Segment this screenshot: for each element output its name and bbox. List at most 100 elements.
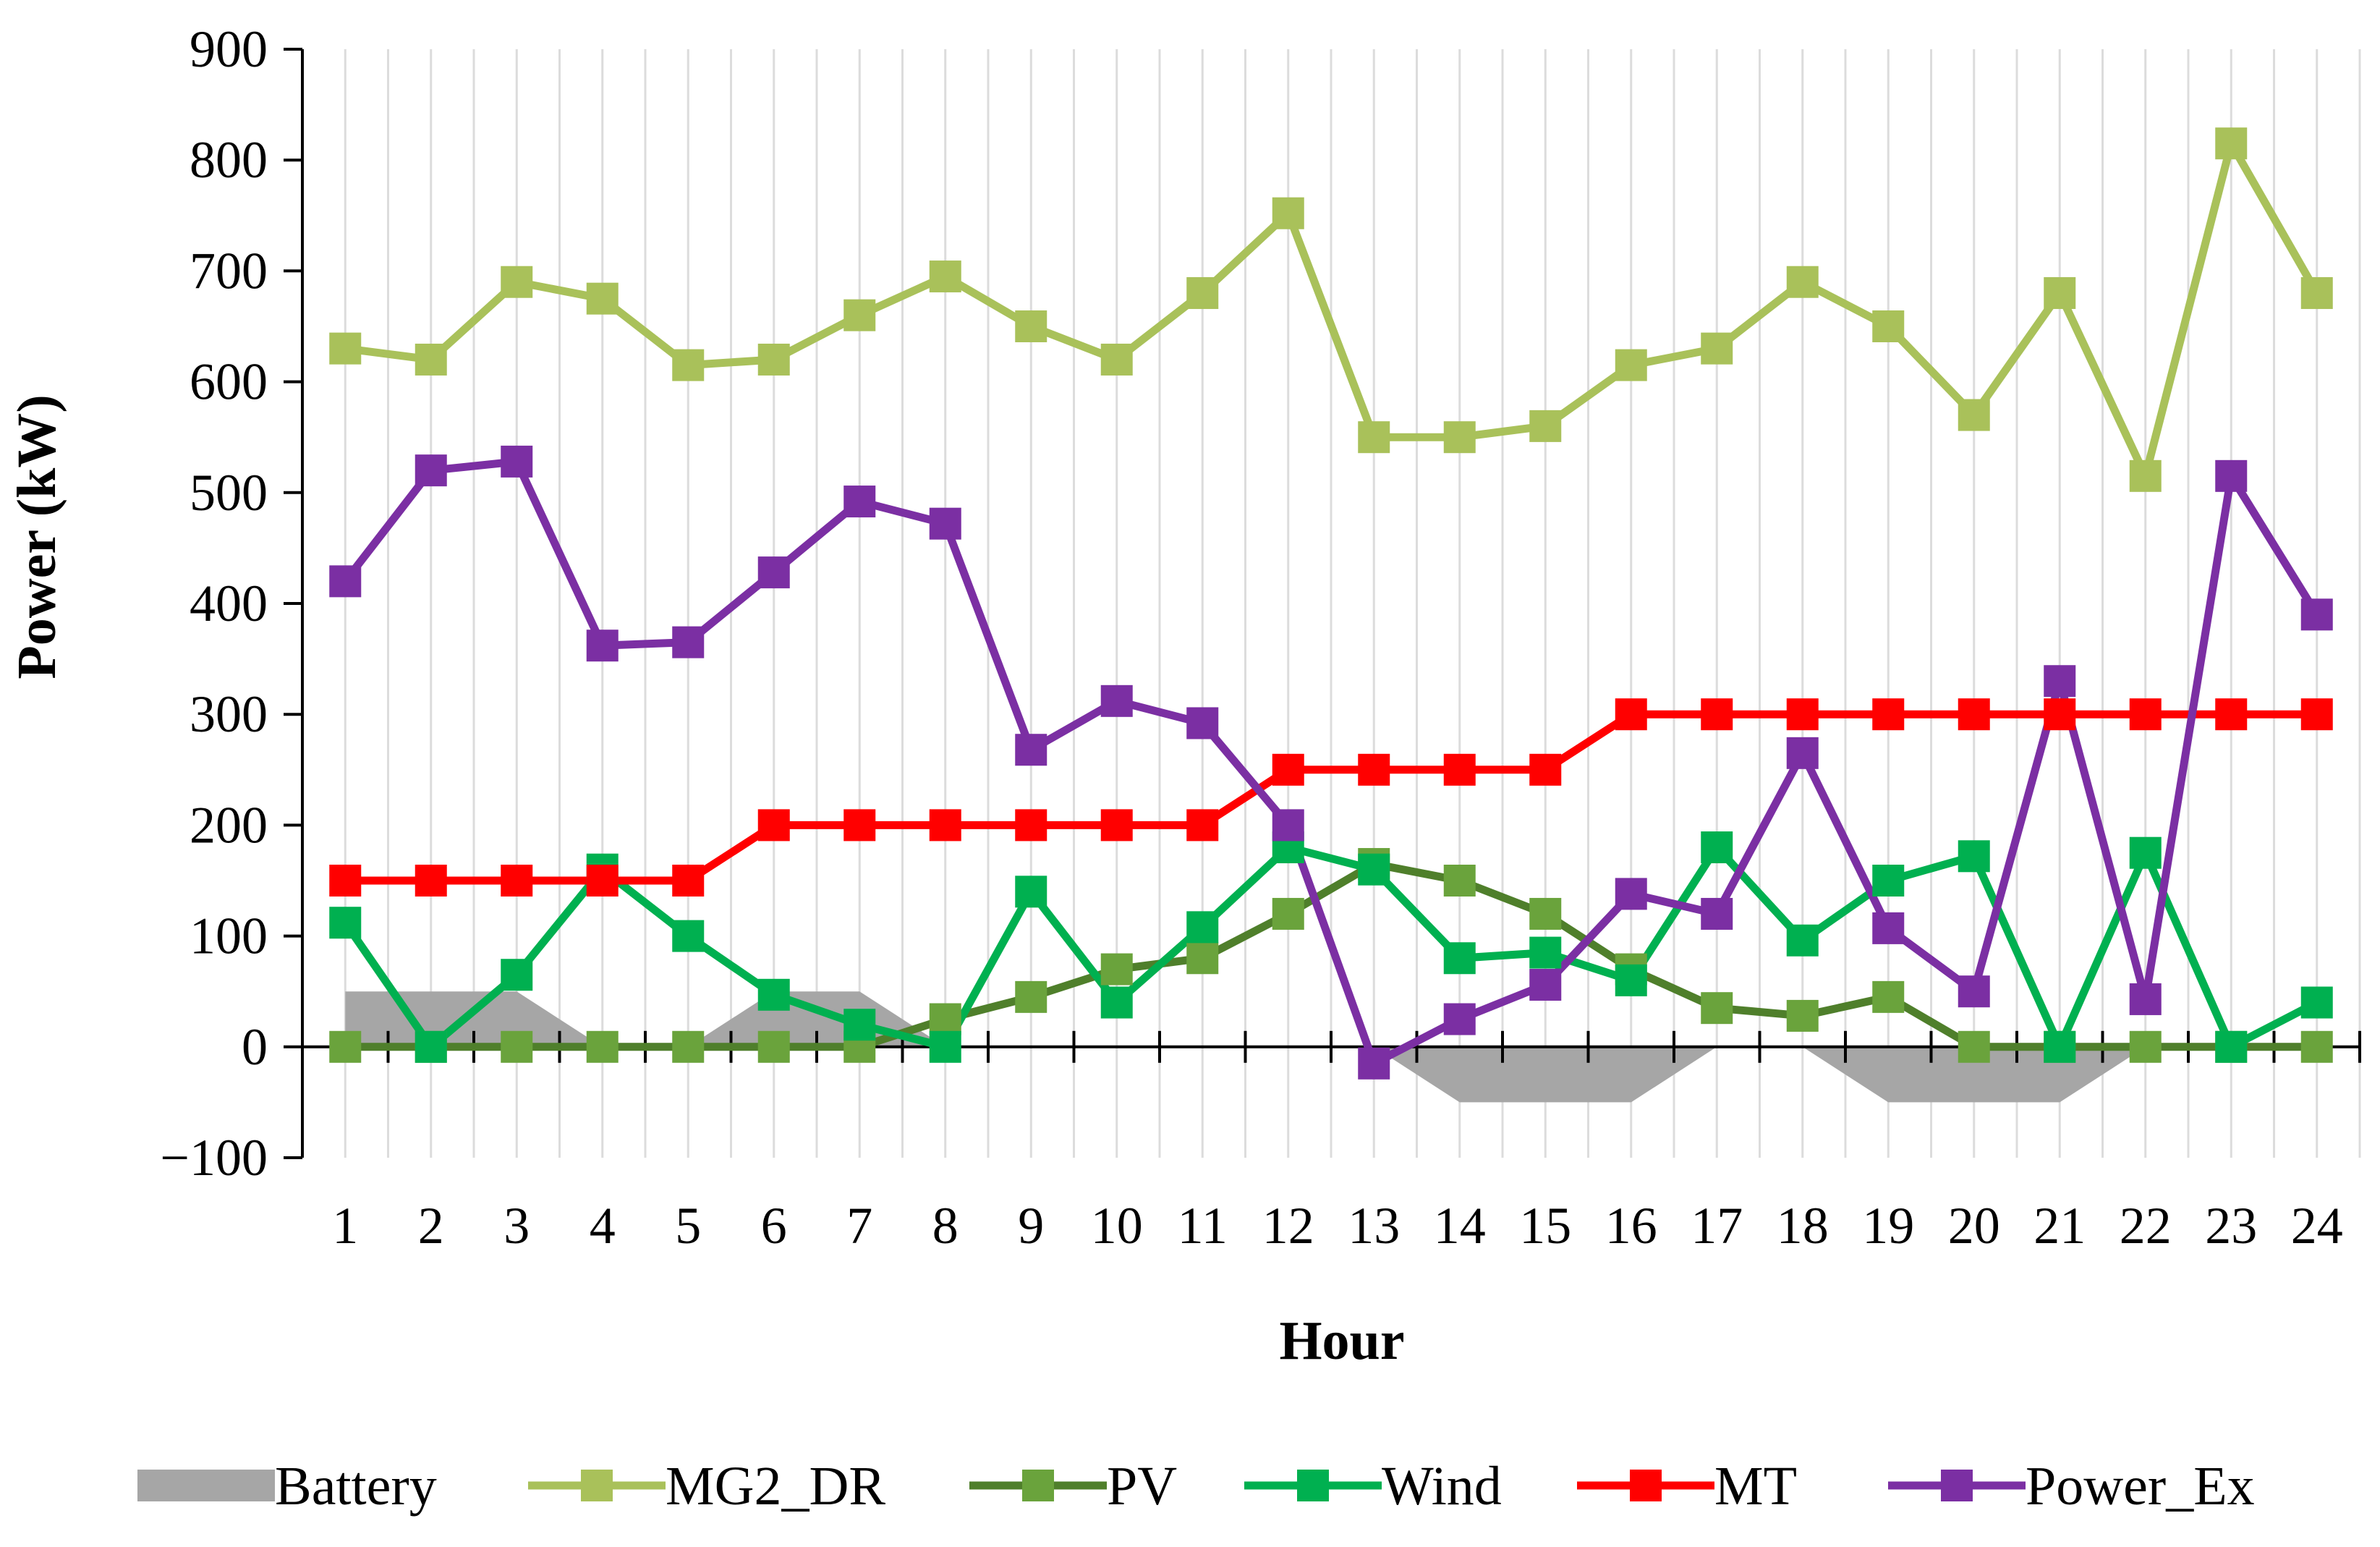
data-point-pv (929, 1003, 961, 1035)
data-point-mt (329, 865, 362, 897)
data-point-pv (329, 1030, 362, 1063)
x-tick-label: 15 (1519, 1197, 1571, 1255)
data-point-power-ex (1958, 975, 1990, 1008)
series-markers (329, 127, 2333, 1080)
data-point-mg2-dr (672, 349, 705, 381)
x-tick-label: 20 (1948, 1197, 2000, 1255)
x-tick-label: 16 (1605, 1197, 1657, 1255)
legend-swatch-battery (137, 1470, 275, 1501)
data-point-mt (586, 865, 619, 897)
data-point-mt (1443, 753, 1476, 786)
data-point-mg2-dr (1186, 277, 1219, 310)
data-point-wind (1358, 853, 1390, 886)
legend-marker-pv (1022, 1470, 1054, 1501)
data-point-pv (1701, 992, 1733, 1025)
data-point-mg2-dr (757, 343, 790, 376)
data-point-mg2-dr (501, 266, 533, 298)
legend-label-power-ex: Power_Ex (2026, 1456, 2255, 1517)
data-point-power-ex (501, 445, 533, 478)
data-point-wind (415, 1030, 447, 1063)
legend-item-pv: PV (969, 1456, 1177, 1517)
data-point-power-ex (2215, 459, 2248, 492)
gridlines (301, 49, 2361, 1158)
series-markers-mg2-dr (329, 127, 2333, 492)
legend-label-pv: PV (1107, 1456, 1177, 1517)
data-point-mt (1786, 698, 1819, 731)
data-point-wind (2129, 836, 2162, 869)
axes (284, 48, 2361, 1159)
data-point-power-ex (1358, 1047, 1390, 1080)
data-point-power-ex (1186, 707, 1219, 739)
y-tick-label: 500 (190, 464, 268, 522)
data-point-mt (2129, 698, 2162, 731)
data-point-mt (501, 865, 533, 897)
data-point-mg2-dr (415, 343, 447, 376)
y-tick-label: 700 (190, 242, 268, 300)
x-tick-label: 4 (590, 1197, 616, 1255)
x-tick-label: 11 (1178, 1197, 1228, 1255)
data-point-pv (1958, 1030, 1990, 1063)
data-point-wind (1443, 942, 1476, 975)
data-point-wind (2215, 1030, 2248, 1063)
data-point-wind (2300, 986, 2333, 1019)
data-point-mg2-dr (329, 332, 362, 365)
data-point-wind (1529, 936, 1562, 969)
data-point-wind (757, 978, 790, 1011)
legend-label-battery: Battery (275, 1456, 437, 1517)
x-tick-label: 13 (1348, 1197, 1400, 1255)
data-point-power-ex (1443, 1003, 1476, 1035)
x-tick-label: 12 (1262, 1197, 1314, 1255)
data-point-mg2-dr (586, 282, 619, 315)
data-point-mg2-dr (1100, 343, 1133, 376)
data-point-wind (329, 907, 362, 939)
data-point-mt (415, 865, 447, 897)
y-tick-label: 300 (190, 685, 268, 743)
data-point-power-ex (2129, 983, 2162, 1015)
data-point-mt (929, 809, 961, 842)
legend-label-mt: MT (1714, 1456, 1797, 1517)
legend-marker-mg2-dr (581, 1470, 613, 1501)
data-point-mg2-dr (1615, 349, 1647, 381)
data-point-power-ex (1786, 737, 1819, 769)
data-point-power-ex (586, 630, 619, 662)
data-point-pv (2300, 1030, 2333, 1063)
y-tick-label: 400 (190, 575, 268, 632)
data-point-pv (757, 1030, 790, 1063)
legend-label-wind: Wind (1382, 1456, 1502, 1517)
legend-marker-wind (1297, 1470, 1329, 1501)
data-point-wind (843, 1009, 876, 1041)
data-point-power-ex (2300, 598, 2333, 631)
series-markers-power-ex (329, 445, 2333, 1080)
data-point-pv (1272, 897, 1304, 930)
data-point-wind (672, 920, 705, 952)
data-point-mt (1701, 698, 1733, 731)
data-point-mt (757, 809, 790, 842)
series-markers-mt (329, 698, 2333, 897)
x-tick-label: 18 (1777, 1197, 1829, 1255)
legend-item-wind: Wind (1244, 1456, 1502, 1517)
data-point-power-ex (1015, 734, 1047, 766)
x-tick-label: 22 (2120, 1197, 2172, 1255)
data-point-mg2-dr (1015, 310, 1047, 342)
data-point-wind (1786, 924, 1819, 957)
data-point-mt (1186, 809, 1219, 842)
data-point-pv (1786, 999, 1819, 1032)
legend-marker-power-ex (1941, 1470, 1973, 1501)
legend-item-mt: MT (1577, 1456, 1797, 1517)
x-tick-label: 8 (932, 1197, 959, 1255)
data-point-power-ex (757, 556, 790, 589)
x-tick-label: 10 (1091, 1197, 1143, 1255)
data-point-wind (2044, 1030, 2076, 1063)
data-point-power-ex (1272, 809, 1304, 842)
x-tick-label: 21 (2033, 1197, 2086, 1255)
x-tick-label: 14 (1434, 1197, 1486, 1255)
y-tick-label: −100 (160, 1129, 268, 1187)
data-point-power-ex (329, 565, 362, 598)
data-point-wind (929, 1030, 961, 1063)
data-point-power-ex (415, 454, 447, 487)
data-point-wind (1958, 840, 1990, 873)
x-tick-label: 24 (2291, 1197, 2343, 1255)
